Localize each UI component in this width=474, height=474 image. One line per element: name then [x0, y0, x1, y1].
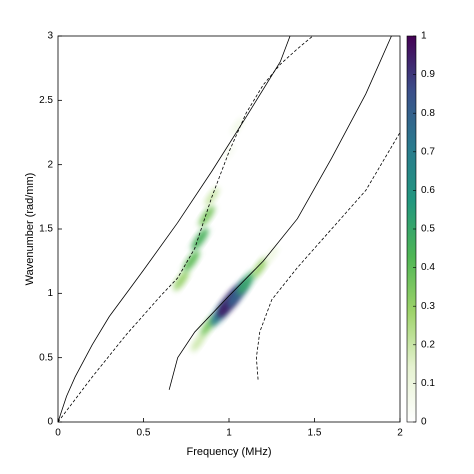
y-tick-label: 1: [47, 288, 53, 299]
heat-cell: [265, 246, 279, 264]
dispersion-curve: [255, 132, 400, 380]
y-tick-label: 0.5: [39, 352, 53, 363]
colorbar-tick-label: 1: [421, 31, 427, 42]
x-tick-label: 1: [226, 428, 232, 439]
colorbar-tick-label: 0.9: [421, 69, 435, 80]
heat-cell: [237, 271, 255, 295]
x-tick-label: 2: [397, 428, 403, 439]
heat-cell: [183, 250, 200, 273]
heat-cell: [222, 143, 236, 160]
y-tick-label: 2: [47, 159, 53, 170]
colorbar-tick-label: 0.8: [421, 108, 435, 119]
x-tick-label: 1.5: [308, 428, 322, 439]
dispersion-curve: [58, 36, 291, 422]
heat-cell: [191, 227, 209, 251]
colorbar-tick-label: 0: [421, 417, 427, 428]
curves: [58, 36, 400, 422]
colorbar-tick-label: 0.5: [421, 224, 435, 235]
colorbar-tick-label: 0.3: [421, 301, 435, 312]
heatmap: [173, 117, 279, 352]
heat-cell: [173, 270, 189, 291]
heat-cell: [198, 205, 215, 227]
colorbar-tick-label: 0.2: [421, 339, 435, 350]
plot-frame: [57, 35, 401, 423]
x-tick-label: 0: [55, 428, 61, 439]
y-axis-label: Wavenumber (rad/mm): [24, 173, 36, 286]
x-tick-label: 0.5: [137, 428, 151, 439]
heat-cell: [191, 332, 206, 352]
heat-cell: [252, 257, 268, 278]
y-tick-label: 0: [47, 417, 53, 428]
y-tick-label: 3: [47, 31, 53, 42]
heat-cell: [231, 117, 244, 135]
colorbar-tick-label: 0.1: [421, 378, 435, 389]
colorbar-tick-label: 0.6: [421, 185, 435, 196]
colorbar-tick-label: 0.7: [421, 146, 435, 157]
x-axis-label: Frequency (MHz): [187, 446, 272, 458]
y-tick-label: 2.5: [39, 95, 53, 106]
y-tick-label: 1.5: [39, 224, 53, 235]
dispersion-curve: [58, 36, 314, 422]
dispersion-curve: [168, 36, 392, 390]
colorbar-tick-label: 0.4: [421, 262, 435, 273]
